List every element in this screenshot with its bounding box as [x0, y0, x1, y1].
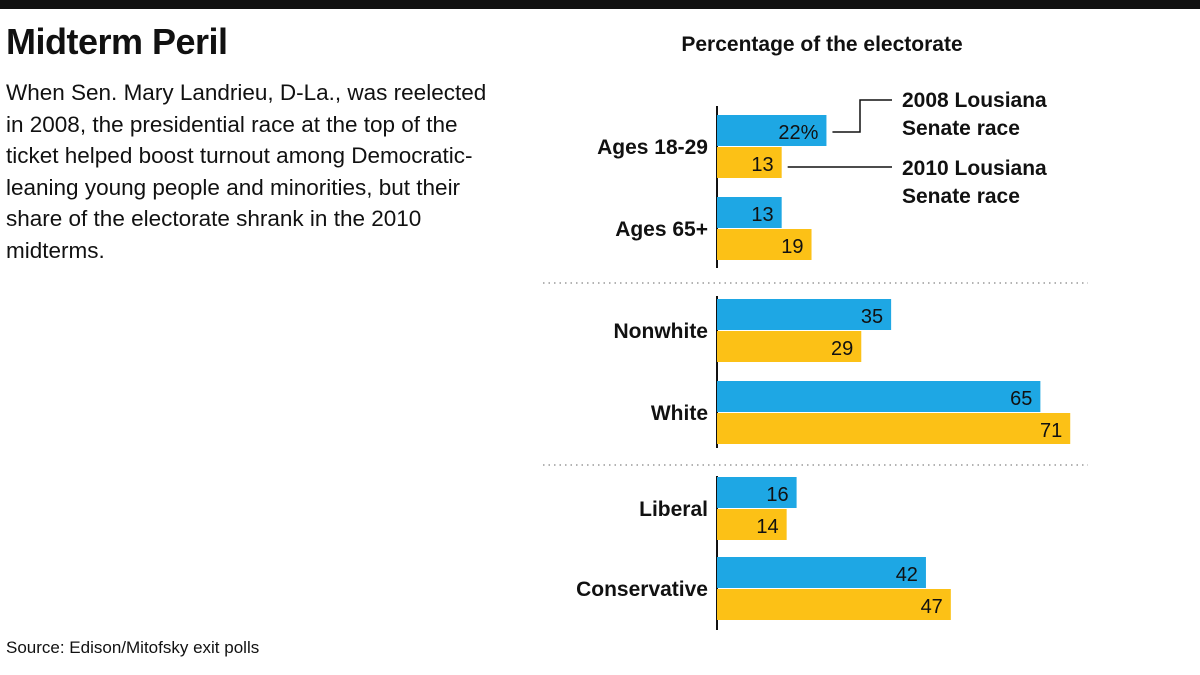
- bar-liberal-series-1: [717, 477, 797, 508]
- category-label-nonwhite: Nonwhite: [614, 320, 709, 343]
- intro-text: When Sen. Mary Landrieu, D-La., was reel…: [6, 80, 487, 263]
- bar-nonwhite-series-2: [717, 331, 862, 362]
- headline: Midterm Peril: [6, 21, 228, 62]
- bar-white-series-1: [717, 381, 1041, 412]
- bar-ages-65-series-1: [717, 197, 782, 228]
- value-label-liberal-series-1: 16: [766, 484, 788, 506]
- value-label-conservative-series-2: 47: [921, 596, 943, 618]
- bar-ages-65-series-2: [717, 229, 812, 260]
- value-label-ages-65-series-1: 13: [751, 204, 773, 226]
- value-label-white-series-2: 71: [1040, 420, 1062, 442]
- legend-label-series-2-line-2: Senate race: [902, 185, 1020, 208]
- bar-conservative-series-1: [717, 557, 926, 588]
- chart-title: Percentage of the electorate: [681, 33, 962, 56]
- legend-label-series-2-line-1: 2010 Lousiana: [902, 157, 1047, 180]
- category-label-conservative: Conservative: [576, 578, 708, 601]
- value-label-ages-18-29-series-1: 22%: [778, 122, 818, 144]
- value-label-white-series-1: 65: [1010, 388, 1032, 410]
- value-label-nonwhite-series-1: 35: [861, 306, 883, 328]
- legend-label-series-1-line-1: 2008 Lousiana: [902, 89, 1047, 112]
- bar-ages-18-29-series-2: [717, 147, 782, 178]
- value-label-liberal-series-2: 14: [756, 516, 778, 538]
- top-rule: [0, 0, 1200, 9]
- source-note: Source: Edison/Mitofsky exit polls: [6, 638, 260, 657]
- value-label-conservative-series-1: 42: [896, 564, 918, 586]
- bar-white-series-2: [717, 413, 1071, 444]
- bar-liberal-series-2: [717, 509, 787, 540]
- value-label-ages-18-29-series-2: 13: [751, 154, 773, 176]
- bar-nonwhite-series-1: [717, 299, 892, 330]
- category-label-ages-18-29: Ages 18-29: [597, 136, 708, 159]
- value-label-ages-65-series-2: 19: [781, 236, 803, 258]
- value-label-nonwhite-series-2: 29: [831, 338, 853, 360]
- bar-ages-18-29-series-1: [717, 115, 827, 146]
- legend-label-series-1-line-2: Senate race: [902, 117, 1020, 140]
- category-label-white: White: [651, 402, 708, 425]
- bar-conservative-series-2: [717, 589, 951, 620]
- category-label-liberal: Liberal: [639, 498, 708, 521]
- legend-leader-series-1: [832, 99, 892, 133]
- category-label-ages-65: Ages 65+: [615, 218, 708, 241]
